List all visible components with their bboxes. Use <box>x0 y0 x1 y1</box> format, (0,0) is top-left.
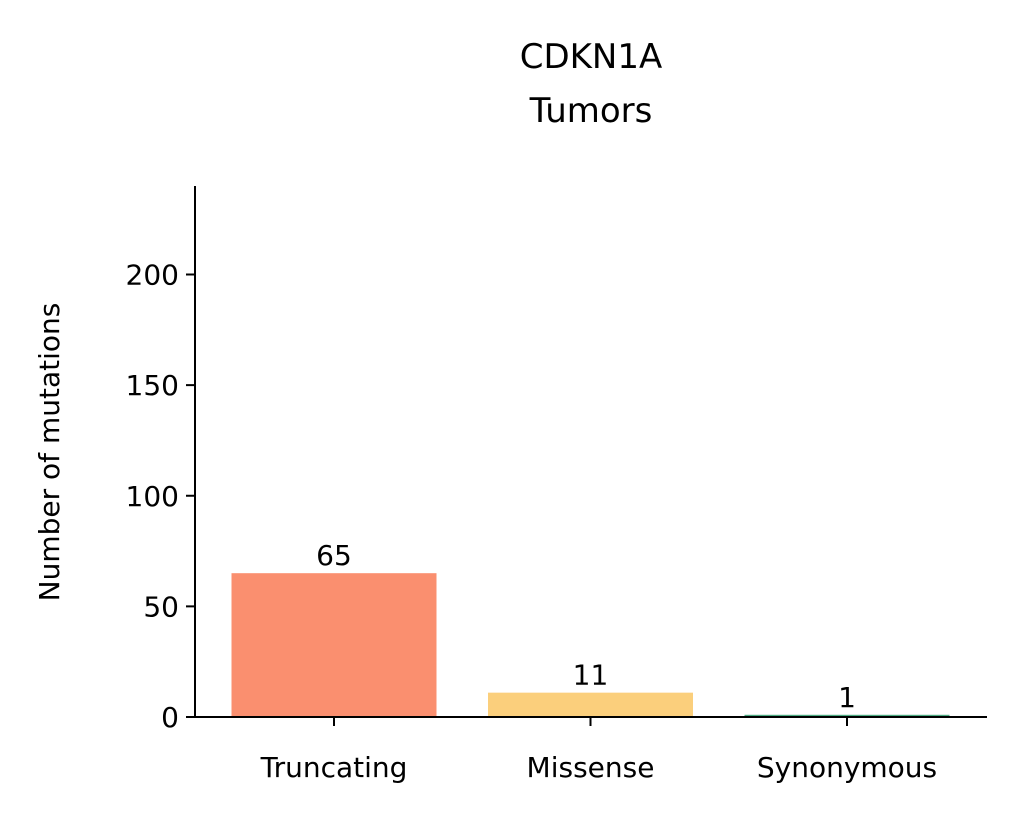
bar-truncating <box>231 573 437 717</box>
y-axis: 0 50 100 150 200 <box>126 186 196 734</box>
data-label-truncating: 65 <box>316 539 352 572</box>
y-tick-label: 150 <box>126 369 179 402</box>
y-tick-label: 0 <box>161 701 179 734</box>
x-axis: Truncating Missense Synonymous <box>194 716 987 784</box>
y-tick-label: 100 <box>126 480 179 513</box>
y-tick-label: 200 <box>126 259 179 292</box>
y-axis-label: Number of mutations <box>33 303 66 602</box>
bars-layer <box>231 573 950 717</box>
data-label-synonymous: 1 <box>838 681 856 714</box>
data-label-missense: 11 <box>573 659 609 692</box>
chart-subtitle: Tumors <box>529 91 653 131</box>
bar-missense <box>488 692 693 717</box>
chart-title: CDKN1A <box>520 37 663 77</box>
y-tick-label: 50 <box>143 590 179 623</box>
x-tick-label: Synonymous <box>757 751 937 784</box>
bar-synonymous <box>744 714 950 717</box>
x-tick-label: Truncating <box>260 751 408 784</box>
x-tick-label: Missense <box>527 751 655 784</box>
